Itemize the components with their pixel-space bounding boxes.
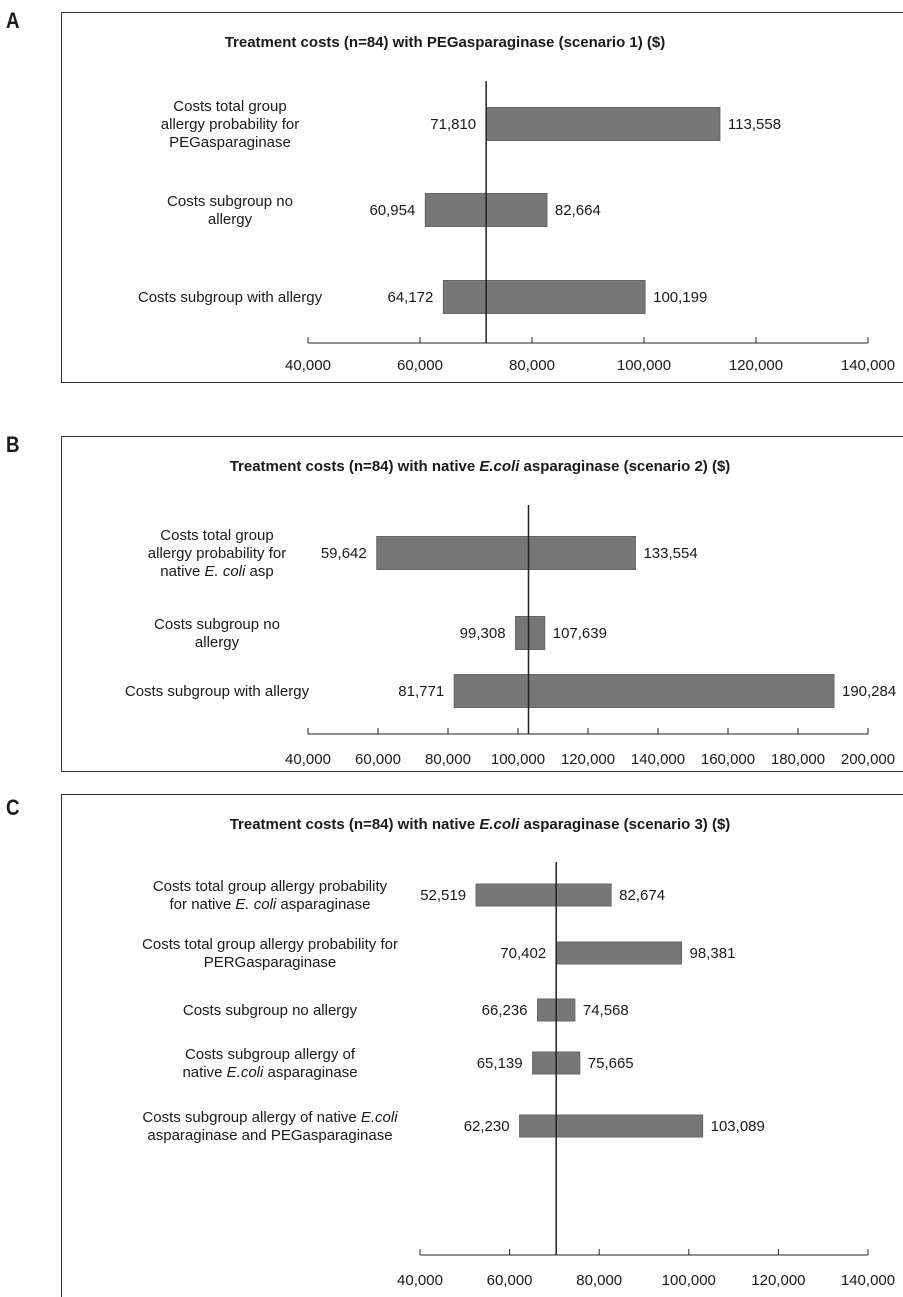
chart-c-high-value-2: 74,568 — [583, 1002, 629, 1019]
panel-letter-a: A — [6, 8, 20, 33]
chart-a-x-tick-label-1: 60,000 — [397, 357, 443, 374]
chart-b-category-label-0-line-0: Costs total group — [160, 527, 273, 544]
chart-b-low-value-0: 59,642 — [321, 545, 367, 562]
chart-b-x-tick-label-2: 80,000 — [425, 751, 471, 768]
chart-a-bar-2 — [442, 280, 646, 314]
chart-a-title: Treatment costs (n=84) with PEGasparagin… — [225, 34, 666, 51]
chart-a-high-value-2: 100,199 — [653, 289, 707, 306]
chart-c-category-label-0-line-1: for native E. coli asparaginase — [170, 896, 371, 913]
chart-c-category-label-3-line-0: Costs subgroup allergy of — [185, 1046, 356, 1063]
chart-b-high-value-0: 133,554 — [643, 545, 697, 562]
chart-c-low-value-0: 52,519 — [420, 887, 466, 904]
chart-a-category-label-0-line-2: PEGasparaginase — [169, 134, 291, 151]
chart-b-bar-2 — [453, 674, 835, 708]
chart-a-low-value-1: 60,954 — [369, 202, 415, 219]
chart-a-x-tick-label-3: 100,000 — [617, 357, 671, 374]
chart-b-high-value-2: 190,284 — [842, 683, 896, 700]
chart-b-bar-1 — [515, 616, 546, 650]
panel-a-frame — [61, 12, 903, 383]
chart-c-low-value-2: 66,236 — [482, 1002, 528, 1019]
chart-c-category-label-4-line-0: Costs subgroup allergy of native E.coli — [142, 1109, 398, 1126]
chart-a-high-value-1: 82,664 — [555, 202, 601, 219]
chart-c-low-value-4: 62,230 — [464, 1118, 510, 1135]
chart-c-category-label-1-line-0: Costs total group allergy probability fo… — [142, 936, 398, 953]
chart-a-category-label-1-line-0: Costs subgroup no — [167, 193, 293, 210]
chart-a-low-value-0: 71,810 — [430, 116, 476, 133]
chart-a-x-tick-label-4: 120,000 — [729, 357, 783, 374]
chart-c-high-value-3: 75,665 — [588, 1055, 634, 1072]
chart-b-category-label-0-line-2: native E. coli asp — [160, 563, 273, 580]
chart-c-category-label-3-line-1: native E.coli asparaginase — [182, 1064, 357, 1081]
chart-c-x-tick-label-2: 80,000 — [576, 1272, 622, 1289]
chart-a-x-tick-label-0: 40,000 — [285, 357, 331, 374]
chart-a-category-label-2-line-0: Costs subgroup with allergy — [138, 289, 323, 306]
chart-c-x-tick-label-1: 60,000 — [487, 1272, 533, 1289]
chart-b-category-label-1-line-1: allergy — [195, 634, 240, 651]
chart-b-title: Treatment costs (n=84) with native E.col… — [230, 458, 731, 475]
chart-b-low-value-1: 99,308 — [460, 625, 506, 642]
chart-c-category-label-4-line-1: asparaginase and PEGasparaginase — [147, 1127, 392, 1144]
chart-c-low-value-1: 70,402 — [500, 945, 546, 962]
chart-c-bar-0 — [475, 883, 612, 907]
chart-a-high-value-0: 113,558 — [728, 116, 781, 133]
chart-b-x-tick-label-4: 120,000 — [561, 751, 615, 768]
chart-c-bar-4 — [519, 1114, 704, 1138]
chart-b-category-label-2-line-0: Costs subgroup with allergy — [125, 683, 310, 700]
chart-c-high-value-4: 103,089 — [711, 1118, 765, 1135]
chart-c-x-tick-label-0: 40,000 — [397, 1272, 443, 1289]
chart-b-x-tick-label-0: 40,000 — [285, 751, 331, 768]
chart-c-high-value-1: 98,381 — [690, 945, 736, 962]
chart-c-category-label-2-line-0: Costs subgroup no allergy — [183, 1002, 358, 1019]
chart-b-category-label-0-line-1: allergy probability for — [148, 545, 286, 562]
chart-c-title: Treatment costs (n=84) with native E.col… — [230, 816, 731, 833]
chart-a-category-label-1-line-1: allergy — [208, 211, 253, 228]
chart-a-bar-0 — [485, 107, 721, 141]
chart-c-category-label-0-line-0: Costs total group allergy probability — [153, 878, 388, 895]
chart-a-category-label-0-line-1: allergy probability for — [161, 116, 299, 133]
chart-c-x-tick-label-5: 140,000 — [841, 1272, 895, 1289]
chart-c-x-tick-label-4: 120,000 — [751, 1272, 805, 1289]
chart-a-low-value-2: 64,172 — [387, 289, 433, 306]
chart-b-low-value-2: 81,771 — [398, 683, 444, 700]
chart-b-x-tick-label-6: 160,000 — [701, 751, 755, 768]
chart-a-x-tick-label-5: 140,000 — [841, 357, 895, 374]
chart-b-high-value-1: 107,639 — [553, 625, 607, 642]
chart-c-category-label-1-line-1: PERGasparaginase — [204, 954, 337, 971]
chart-b-x-tick-label-7: 180,000 — [771, 751, 825, 768]
chart-a-category-label-0-line-0: Costs total group — [173, 98, 286, 115]
chart-c-bar-1 — [555, 941, 683, 965]
chart-b-x-tick-label-8: 200,000 — [841, 751, 895, 768]
chart-b-x-tick-label-5: 140,000 — [631, 751, 685, 768]
panel-letter-b: B — [6, 432, 20, 457]
chart-a-x-tick-label-2: 80,000 — [509, 357, 555, 374]
panel-c-frame — [61, 794, 903, 1297]
chart-c-x-tick-label-3: 100,000 — [662, 1272, 716, 1289]
chart-c-low-value-3: 65,139 — [477, 1055, 523, 1072]
chart-b-x-tick-label-1: 60,000 — [355, 751, 401, 768]
chart-b-x-tick-label-3: 100,000 — [491, 751, 545, 768]
panel-letter-c: C — [6, 795, 20, 820]
panel-b-frame — [61, 436, 903, 772]
chart-c-high-value-0: 82,674 — [619, 887, 665, 904]
chart-b-bar-0 — [376, 536, 636, 570]
chart-b-category-label-1-line-0: Costs subgroup no — [154, 616, 280, 633]
